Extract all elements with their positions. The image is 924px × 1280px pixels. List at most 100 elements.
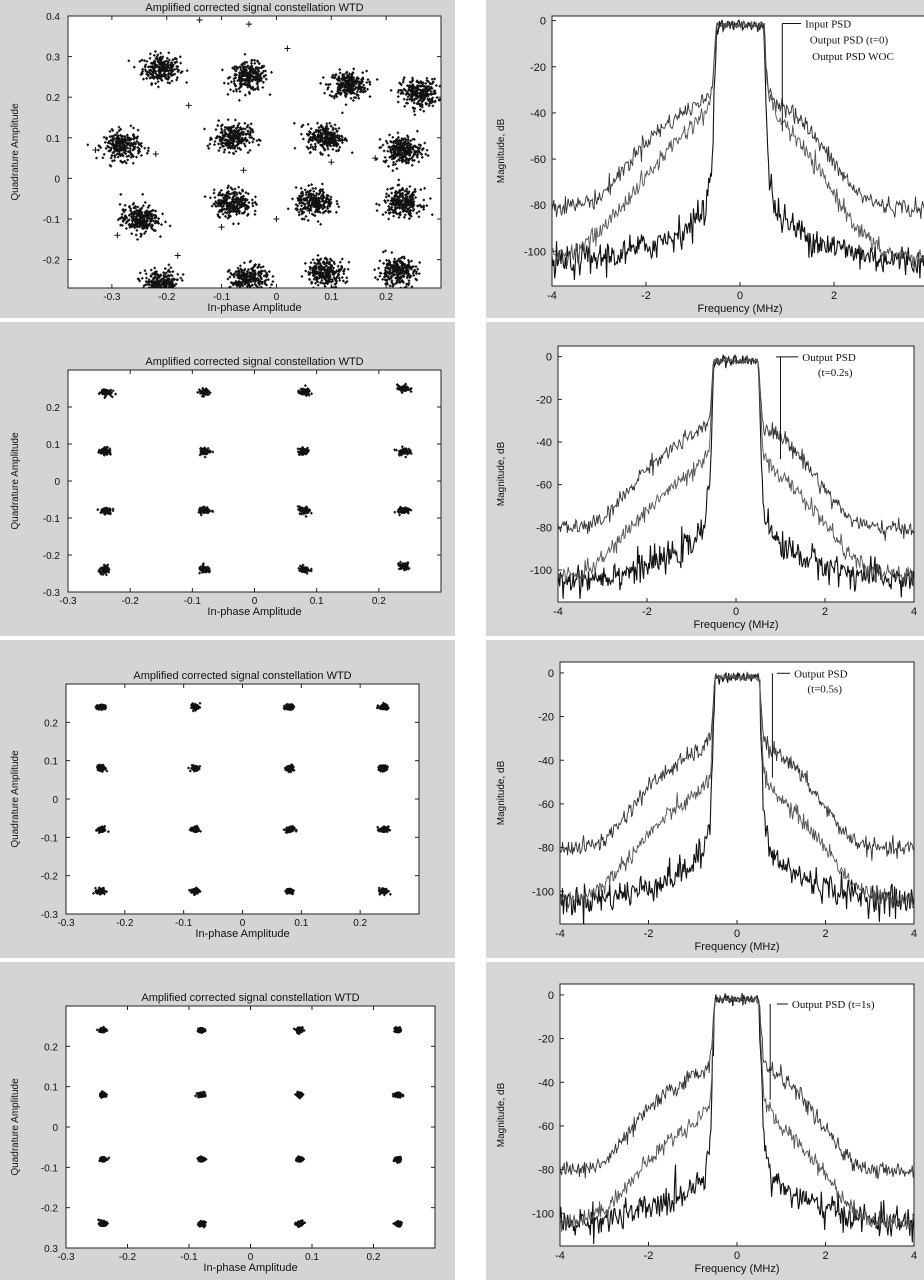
- constellation-point: [197, 505, 215, 517]
- constellation-point: [296, 505, 313, 518]
- y-tick-label: -40: [530, 108, 546, 120]
- cluster-core: [300, 388, 309, 396]
- x-tick-label: 0.1: [310, 596, 324, 607]
- y-tick-label: -20: [538, 1034, 554, 1046]
- psd-lines: [552, 19, 924, 281]
- cluster-core: [379, 826, 388, 833]
- cluster-samples: [203, 184, 258, 226]
- y-axis-label: Magnitude, dB: [496, 441, 507, 506]
- constellation-point: [296, 446, 310, 456]
- constellation-point: [96, 763, 109, 773]
- annotation-label: Output PSD: [802, 352, 856, 364]
- outlier-point: [273, 215, 280, 222]
- x-tick-label: 0: [734, 928, 740, 940]
- cluster-core: [197, 1026, 206, 1034]
- x-tick-label: -2: [644, 1250, 654, 1262]
- chart-title: Amplified corrected signal constellation…: [133, 670, 351, 682]
- y-tick-label: 0.3: [46, 53, 60, 64]
- cluster-core: [197, 1155, 206, 1163]
- constellation-point: [196, 387, 212, 398]
- cluster-samples: [375, 129, 430, 172]
- x-tick-label: -4: [555, 1250, 565, 1262]
- annotation-label: (t=0.5s): [807, 684, 842, 696]
- constellation-point: [198, 446, 215, 459]
- constellation-point: [187, 764, 202, 773]
- y-tick-label: 0: [54, 174, 60, 185]
- constellation-point: [127, 50, 189, 89]
- psd-series-line: [560, 671, 914, 861]
- constellation-points: [86, 17, 441, 288]
- x-tick-label: 0.2: [372, 596, 386, 607]
- constellation-point: [393, 1025, 403, 1034]
- constellation-point: [116, 193, 172, 241]
- y-tick-label: -100: [532, 1208, 554, 1220]
- constellation-point: [375, 178, 434, 221]
- x-tick-label: -0.3: [57, 1252, 75, 1263]
- psd-lines: [558, 354, 914, 600]
- x-tick-label: 0: [240, 918, 246, 929]
- constellation-point: [294, 1090, 305, 1100]
- constellation-point: [284, 887, 295, 896]
- x-tick-label: -0.2: [158, 292, 176, 303]
- x-tick-label: 4: [911, 1250, 917, 1262]
- plot-area: [67, 369, 442, 593]
- constellation-point: [97, 1218, 109, 1228]
- constellation-point: [377, 886, 392, 897]
- chart-title: Amplified corrected signal constellation…: [145, 356, 363, 368]
- y-tick-label: -80: [538, 1165, 554, 1177]
- constellation-point: [198, 562, 211, 575]
- constellation-point: [391, 1091, 405, 1099]
- cluster-core: [285, 765, 294, 772]
- cluster-core: [101, 388, 110, 396]
- psd-lines: [560, 671, 914, 924]
- x-tick-label: 2: [822, 606, 828, 618]
- outlier-point: [114, 232, 121, 239]
- plot-area: [65, 1005, 436, 1249]
- y-axis-label: Quadrature Amplitude: [10, 103, 21, 201]
- constellation-point: [300, 254, 351, 288]
- constellation-points: [96, 382, 413, 577]
- x-tick-label: -0.3: [59, 596, 77, 607]
- y-tick-label: -0.3: [41, 910, 59, 921]
- x-tick-label: 2: [822, 928, 828, 940]
- cluster-core: [285, 887, 294, 895]
- outlier-point: [284, 45, 291, 52]
- x-axis-label: In-phase Amplitude: [207, 606, 301, 618]
- y-tick-label: -80: [536, 522, 552, 534]
- x-tick-label: -2: [644, 928, 654, 940]
- constellation-point: [203, 118, 262, 156]
- y-axis-label: Magnitude, dB: [496, 1082, 507, 1147]
- cluster-core: [200, 448, 209, 455]
- constellation-point: [95, 825, 110, 834]
- y-tick-label: -40: [538, 1077, 554, 1089]
- constellation-point: [319, 67, 379, 115]
- constellation-point: [377, 764, 389, 773]
- constellation-point: [283, 763, 296, 774]
- constellation-point: [393, 445, 413, 459]
- plot-area: [557, 345, 915, 603]
- constellation-point: [282, 703, 296, 712]
- cluster-core: [379, 703, 388, 711]
- constellation-panel-4: Amplified corrected signal constellation…: [0, 962, 455, 1280]
- constellation-point: [86, 124, 150, 168]
- y-tick-label: 0.2: [46, 403, 60, 414]
- y-tick-label: 0.1: [44, 1083, 58, 1094]
- cluster-core: [295, 1091, 304, 1099]
- x-tick-label: -4: [555, 928, 565, 940]
- x-tick-label: 4: [911, 928, 917, 940]
- y-tick-label: -80: [530, 200, 546, 212]
- outlier-point: [174, 252, 181, 259]
- constellation-point: [292, 1026, 306, 1036]
- annotation-label: Output PSD: [794, 668, 848, 680]
- constellation-panel-2: Amplified corrected signal constellation…: [0, 322, 455, 636]
- cluster-core: [191, 703, 200, 711]
- x-tick-label: 0: [733, 606, 739, 618]
- x-axis-label: Frequency (MHz): [695, 1263, 780, 1275]
- chart-title: Amplified corrected signal constellation…: [141, 992, 359, 1004]
- constellation-point: [97, 445, 112, 457]
- annotation-label: Output PSD WOC: [812, 51, 894, 63]
- cluster-core: [394, 1091, 403, 1099]
- cluster-samples: [203, 118, 262, 156]
